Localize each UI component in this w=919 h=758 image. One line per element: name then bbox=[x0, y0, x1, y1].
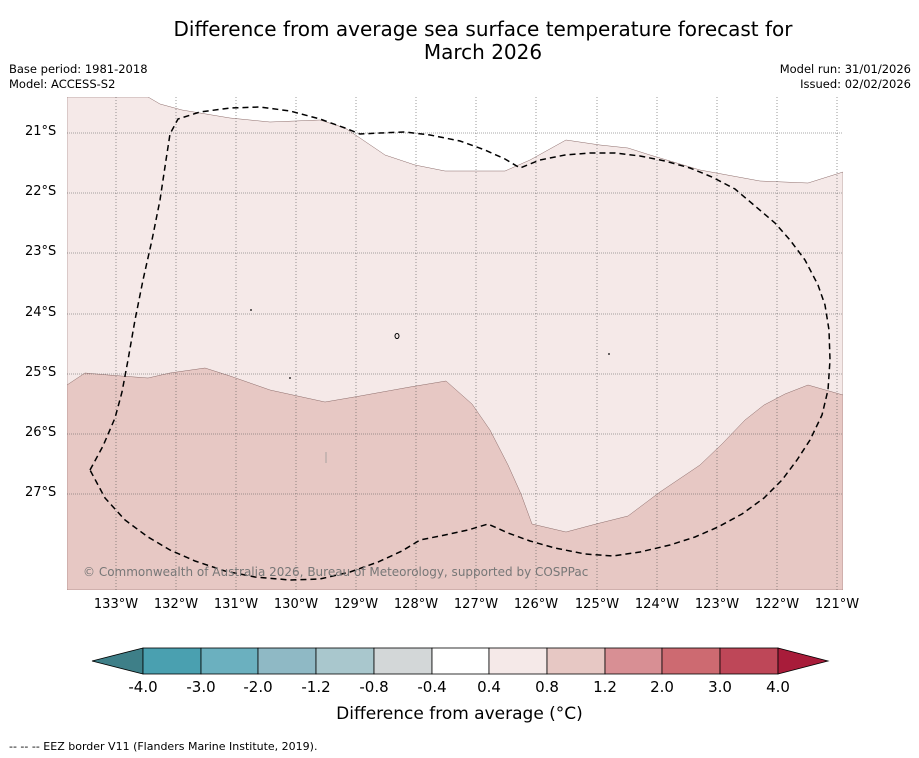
lat-label: 25°S bbox=[25, 365, 57, 380]
meta-right: Model run: 31/01/2026 Issued: 02/02/2026 bbox=[780, 62, 911, 92]
title-line-2: March 2026 bbox=[423, 40, 543, 64]
lat-label: 24°S bbox=[25, 305, 57, 320]
lon-label: 129°W bbox=[333, 597, 379, 612]
colorbar-segment bbox=[661, 647, 721, 675]
colorbar-tick-label: -4.0 bbox=[128, 678, 158, 696]
lat-label: 27°S bbox=[25, 485, 57, 500]
lon-label: 128°W bbox=[393, 597, 439, 612]
lon-label: 126°W bbox=[513, 597, 559, 612]
model-run: Model run: 31/01/2026 bbox=[779, 62, 911, 76]
colorbar-title: Difference from average (°C) bbox=[336, 704, 583, 724]
base-period: Base period: 1981-2018 bbox=[9, 62, 148, 76]
colorbar bbox=[91, 647, 830, 675]
lon-label: 123°W bbox=[694, 597, 740, 612]
eez-footnote: -- -- -- EEZ border V11 (Flanders Marine… bbox=[9, 740, 318, 753]
colorbar-tick-label: -0.4 bbox=[417, 678, 447, 696]
colorbar-segment bbox=[142, 647, 202, 675]
eez-border bbox=[89, 106, 831, 581]
colorbar-tick-label: -2.0 bbox=[243, 678, 273, 696]
chart-title: Difference from average sea surface temp… bbox=[0, 18, 919, 64]
colorbar-segment bbox=[546, 647, 606, 675]
colorbar-segment bbox=[257, 647, 317, 675]
lat-label: 22°S bbox=[25, 184, 57, 199]
lon-label: 122°W bbox=[754, 597, 800, 612]
lat-label: 23°S bbox=[25, 244, 57, 259]
lon-label: 133°W bbox=[93, 597, 139, 612]
colorbar-tick-label: -3.0 bbox=[186, 678, 216, 696]
graticule bbox=[67, 97, 843, 590]
colorbar-tick-label: 0.8 bbox=[535, 678, 559, 696]
colorbar-segment bbox=[604, 647, 663, 675]
lon-label: 132°W bbox=[153, 597, 199, 612]
copyright-notice: © Commonwealth of Australia 2026, Bureau… bbox=[83, 565, 589, 579]
colorbar-tick-label: -1.2 bbox=[301, 678, 331, 696]
colorbar-segment bbox=[373, 647, 433, 675]
colorbar-segment bbox=[200, 647, 259, 675]
colorbar-tick-label: 4.0 bbox=[766, 678, 790, 696]
lat-label: 21°S bbox=[25, 124, 57, 139]
lon-label: 127°W bbox=[453, 597, 499, 612]
colorbar-segment bbox=[719, 647, 779, 675]
colorbar-segment bbox=[315, 647, 375, 675]
map-area bbox=[67, 97, 843, 590]
colorbar-min-extend bbox=[91, 647, 144, 675]
small-islands bbox=[250, 309, 610, 463]
colorbar-tick-label: 1.2 bbox=[593, 678, 617, 696]
lon-label: 121°W bbox=[814, 597, 860, 612]
lat-label: 26°S bbox=[25, 425, 57, 440]
model-name: Model: ACCESS-S2 bbox=[9, 77, 116, 91]
issued-date: Issued: 02/02/2026 bbox=[800, 77, 911, 91]
meta-left: Base period: 1981-2018 Model: ACCESS-S2 bbox=[9, 62, 148, 92]
colorbar-tick-label: 3.0 bbox=[708, 678, 732, 696]
colorbar-tick-label: 2.0 bbox=[650, 678, 674, 696]
lon-label: 131°W bbox=[213, 597, 259, 612]
colorbar-max-extend bbox=[777, 647, 830, 675]
lon-label: 130°W bbox=[273, 597, 319, 612]
title-line-1: Difference from average sea surface temp… bbox=[173, 17, 793, 41]
colorbar-tick-label: -0.8 bbox=[359, 678, 389, 696]
lon-label: 125°W bbox=[574, 597, 620, 612]
colorbar-segment bbox=[488, 647, 548, 675]
colorbar-tick-label: 0.4 bbox=[477, 678, 501, 696]
colorbar-segment bbox=[431, 647, 490, 675]
lon-label: 124°W bbox=[634, 597, 680, 612]
